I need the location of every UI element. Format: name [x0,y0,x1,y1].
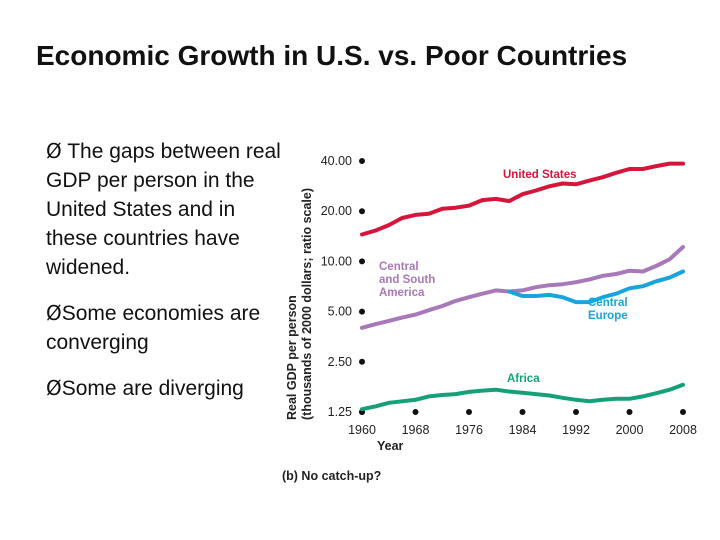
y-axis-title: Real GDP per person (thousands of 2000 d… [285,188,314,420]
y-tick-dot [359,158,365,164]
bullet-item: ØSome economies are converging [46,299,286,357]
x-tick-label: 1976 [455,423,483,437]
bullet-item: ØSome are diverging [46,374,286,403]
series-label-line: United States [503,169,577,181]
x-axis-title: Year [377,439,404,453]
bullet-text: The gaps between real GDP per person in … [46,140,281,279]
series-label-line: America [379,287,425,299]
x-tick-label: 1968 [402,423,430,437]
x-tick-label: 2008 [669,423,697,437]
x-tick-dot [519,409,526,415]
series-label-line: and South [379,274,435,286]
series-label: Central and South America [379,261,435,299]
x-tick-label: 1960 [348,423,376,437]
y-axis-title-line1: Real GDP per person [285,295,299,420]
bullet-item: Ø The gaps between real GDP per person i… [46,137,286,282]
series-label: Central Europe [588,297,628,322]
x-tick-dot [466,409,472,415]
arrow-bullet-icon: Ø [46,376,62,400]
arrow-bullet-icon: Ø [46,301,62,325]
series-label-line: Central [379,261,419,273]
series-label-line: Europe [588,310,628,322]
x-tick-dot [626,409,633,415]
bullet-text: Some are diverging [61,377,244,400]
y-tick-label: 10.00 [321,254,352,268]
series-label-line: Central [588,297,628,309]
slide-title: Economic Growth in U.S. vs. Poor Countri… [36,40,628,71]
x-axis-ticks: 1960 1968 1976 1984 1992 2000 2008 [348,409,697,437]
y-tick-label: 2.50 [328,355,352,369]
y-tick-label: 20.00 [321,204,352,218]
x-tick-dot [573,409,579,415]
y-axis-ticks: 40.00 20.00 10.00 5.00 2.50 1.25 [321,154,365,419]
x-tick-label: 2000 [616,423,644,437]
x-tick-dot [680,409,686,415]
arrow-bullet-icon: Ø [46,139,62,163]
series-label: Africa [507,373,540,385]
y-tick-label: 40.00 [321,154,352,168]
bullet-list: Ø The gaps between real GDP per person i… [46,137,286,420]
series-label: United States [503,169,577,181]
x-tick-label: 1984 [509,423,537,437]
bullet-text: Some economies are converging [46,302,261,354]
y-tick-dot [359,358,365,365]
y-tick-dot [359,258,365,265]
y-tick-dot [359,308,365,315]
series-line-united-states [360,161,685,237]
y-axis-title-line2: (thousands of 2000 dollars; ratio scale) [300,188,314,420]
y-tick-label: 1.25 [328,405,352,419]
series-line-central-and-south-america [360,245,685,330]
series-label-line: Africa [507,373,540,385]
y-tick-dot [359,208,365,215]
y-tick-label: 5.00 [328,305,352,319]
series-lines [360,161,685,412]
series-line-central-europe [507,269,685,305]
x-tick-label: 1992 [562,423,590,437]
series-line-africa [360,382,685,412]
x-tick-dot [412,409,419,415]
chart-caption: (b) No catch-up? [282,469,381,483]
